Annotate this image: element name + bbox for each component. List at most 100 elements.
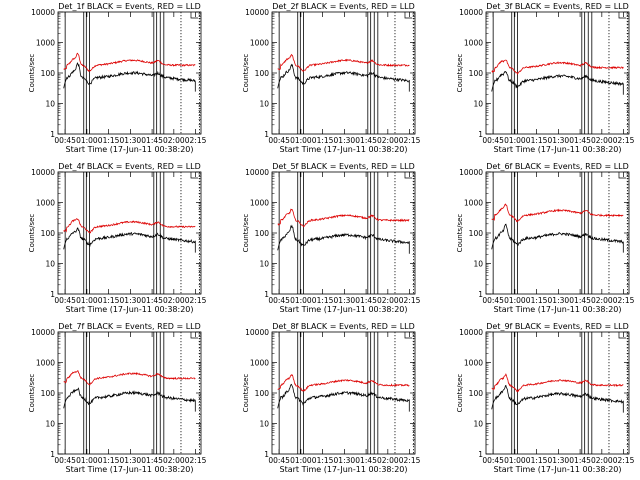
x-tick-label: 02:00 [591,296,613,305]
y-tick-label: 100 [41,69,56,78]
y-tick-label: 100 [255,69,270,78]
y-tick-label: 1000 [250,359,269,368]
x-tick-label: 01:15 [98,136,120,145]
corner-bracket [190,12,198,19]
y-tick-label: 100 [255,389,270,398]
x-tick-label: 02:00 [377,136,399,145]
y-tick-label: 10000 [31,328,55,337]
y-tick-label: 100 [41,389,56,398]
y-tick-label: 1 [264,130,269,139]
y-tick-label: 1 [478,290,483,299]
black-series-line [63,62,196,92]
y-axis-label: Counts/sec [456,214,464,253]
y-tick-label: 1 [50,130,55,139]
x-tick-label: 00:45 [54,296,76,305]
corner-bracket [618,332,626,339]
y-tick-label: 1 [50,290,55,299]
y-axis-label: Counts/sec [456,374,464,413]
plot-panel-5: Det_5f BLACK = Events, RED = LLD 1 10 100 10… [242,162,421,314]
plot-title: Det_7f BLACK = Events, RED = LLD [58,322,201,331]
x-axis-label: Start Time (17-Jun-11 00:38:20) [280,465,408,474]
x-tick-label: 01:00 [76,136,98,145]
x-tick-label: 01:15 [312,296,334,305]
corner-bracket [404,172,412,179]
red-series-line [277,374,410,392]
x-tick-label: 01:15 [526,136,548,145]
x-tick-label: 01:30 [120,296,142,305]
x-axis-label: Start Time (17-Jun-11 00:38:20) [66,145,194,154]
y-tick-label: 10000 [245,8,269,17]
y-tick-label: 1 [50,450,55,459]
y-axis-label: Counts/sec [28,54,36,93]
x-tick-label: 01:30 [120,136,142,145]
x-axis-label: Start Time (17-Jun-11 00:38:20) [494,145,622,154]
x-tick-label: 00:45 [268,456,290,465]
red-series-line [63,218,196,234]
y-tick-label: 1 [264,450,269,459]
x-tick-label: 01:30 [548,296,570,305]
x-axis-label: Start Time (17-Jun-11 00:38:20) [494,305,622,314]
plot-title: Det_3f BLACK = Events, RED = LLD [486,2,629,11]
black-series-line [63,227,196,253]
black-series-line [491,70,624,95]
y-tick-label: 100 [255,229,270,238]
y-tick-label: 1000 [36,39,55,48]
y-tick-label: 10 [259,420,269,429]
x-tick-label: 02:00 [377,456,399,465]
red-series-line [491,373,624,393]
plot-panel-2: Det_2f BLACK = Events, RED = LLD 1 10 100 10… [242,2,421,154]
y-tick-label: 1000 [250,199,269,208]
x-tick-label: 01:15 [312,456,334,465]
x-tick-label: 01:45 [355,456,377,465]
x-tick-label: 01:45 [141,456,163,465]
y-tick-label: 10 [473,260,483,269]
y-tick-label: 10000 [459,168,483,177]
y-tick-label: 1 [478,130,483,139]
y-tick-label: 10000 [31,168,55,177]
red-series-line [491,59,624,76]
x-tick-label: 01:00 [290,136,312,145]
y-axis-label: Counts/sec [242,54,250,93]
corner-bracket [190,332,198,339]
x-tick-label: 01:30 [548,136,570,145]
x-tick-label: 02:15 [185,136,207,145]
x-tick-label: 01:45 [141,296,163,305]
x-axis-label: Start Time (17-Jun-11 00:38:20) [66,465,194,474]
x-tick-label: 01:00 [504,456,526,465]
y-axis-label: Counts/sec [28,214,36,253]
corner-bracket [190,172,198,179]
y-tick-label: 1000 [36,199,55,208]
plot-panel-3: Det_3f BLACK = Events, RED = LLD 1 10 100 10… [456,2,635,154]
plot-title: Det_5f BLACK = Events, RED = LLD [272,162,415,171]
plot-title: Det_8f BLACK = Events, RED = LLD [272,322,415,331]
x-tick-label: 02:00 [591,136,613,145]
plot-panel-8: Det_8f BLACK = Events, RED = LLD 1 10 100 10… [242,322,421,474]
y-tick-label: 10 [473,420,483,429]
plot-title: Det_2f BLACK = Events, RED = LLD [272,2,415,11]
x-tick-label: 00:45 [268,136,290,145]
y-tick-label: 1000 [464,39,483,48]
y-axis-label: Counts/sec [242,374,250,413]
plot-title: Det_9f BLACK = Events, RED = LLD [486,322,629,331]
red-series-line [277,53,410,72]
x-tick-label: 00:45 [54,136,76,145]
plot-frame [485,171,630,295]
x-tick-label: 01:15 [526,456,548,465]
y-tick-label: 10000 [245,328,269,337]
y-tick-label: 1000 [464,359,483,368]
plot-panel-1: Det_1f BLACK = Events, RED = LLD 1 10 100 10… [28,2,207,154]
x-tick-label: 01:00 [290,456,312,465]
y-axis-label: Counts/sec [456,54,464,93]
x-tick-label: 01:00 [76,296,98,305]
x-tick-label: 02:15 [185,456,207,465]
x-tick-label: 00:45 [482,456,504,465]
x-tick-label: 01:45 [141,136,163,145]
corner-bracket [618,12,626,19]
x-tick-label: 01:45 [569,296,591,305]
y-tick-label: 10 [473,100,483,109]
x-tick-label: 02:00 [163,296,185,305]
x-tick-label: 01:45 [569,136,591,145]
x-tick-label: 02:15 [613,456,635,465]
x-tick-label: 02:00 [377,296,399,305]
y-tick-label: 10 [259,260,269,269]
